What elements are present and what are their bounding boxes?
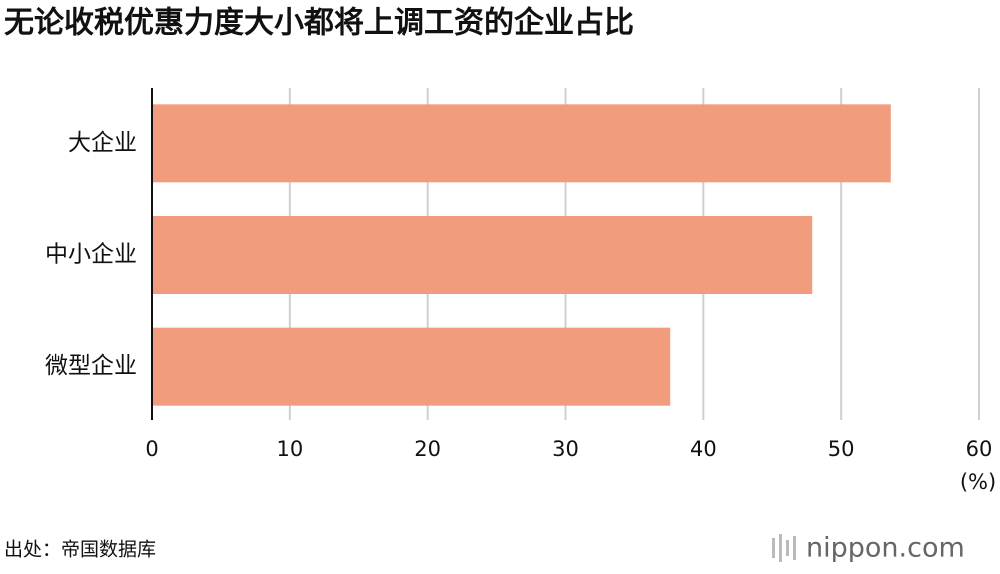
x-tick-label: 30 bbox=[552, 437, 579, 461]
x-tick-label: 10 bbox=[276, 437, 303, 461]
logo-icon bbox=[772, 534, 796, 562]
x-unit: (%) bbox=[960, 470, 996, 494]
y-tick-label: 中小企业 bbox=[45, 242, 137, 268]
y-tick-label: 微型企业 bbox=[45, 353, 137, 379]
bar bbox=[152, 104, 891, 183]
x-tick-label: 0 bbox=[145, 437, 158, 461]
x-tick-label: 20 bbox=[414, 437, 441, 461]
chart-title: 无论收税优惠力度大小都将上调工资的企业占比 bbox=[4, 6, 634, 41]
logo: nippon.com bbox=[806, 533, 965, 564]
x-tick-label: 60 bbox=[966, 437, 993, 461]
y-tick-label: 大企业 bbox=[68, 130, 137, 156]
x-tick-label: 50 bbox=[828, 437, 855, 461]
x-tick-label: 40 bbox=[690, 437, 717, 461]
bar bbox=[152, 216, 813, 294]
source: 出处：帝国数据库 bbox=[4, 539, 156, 561]
bar bbox=[152, 327, 671, 406]
